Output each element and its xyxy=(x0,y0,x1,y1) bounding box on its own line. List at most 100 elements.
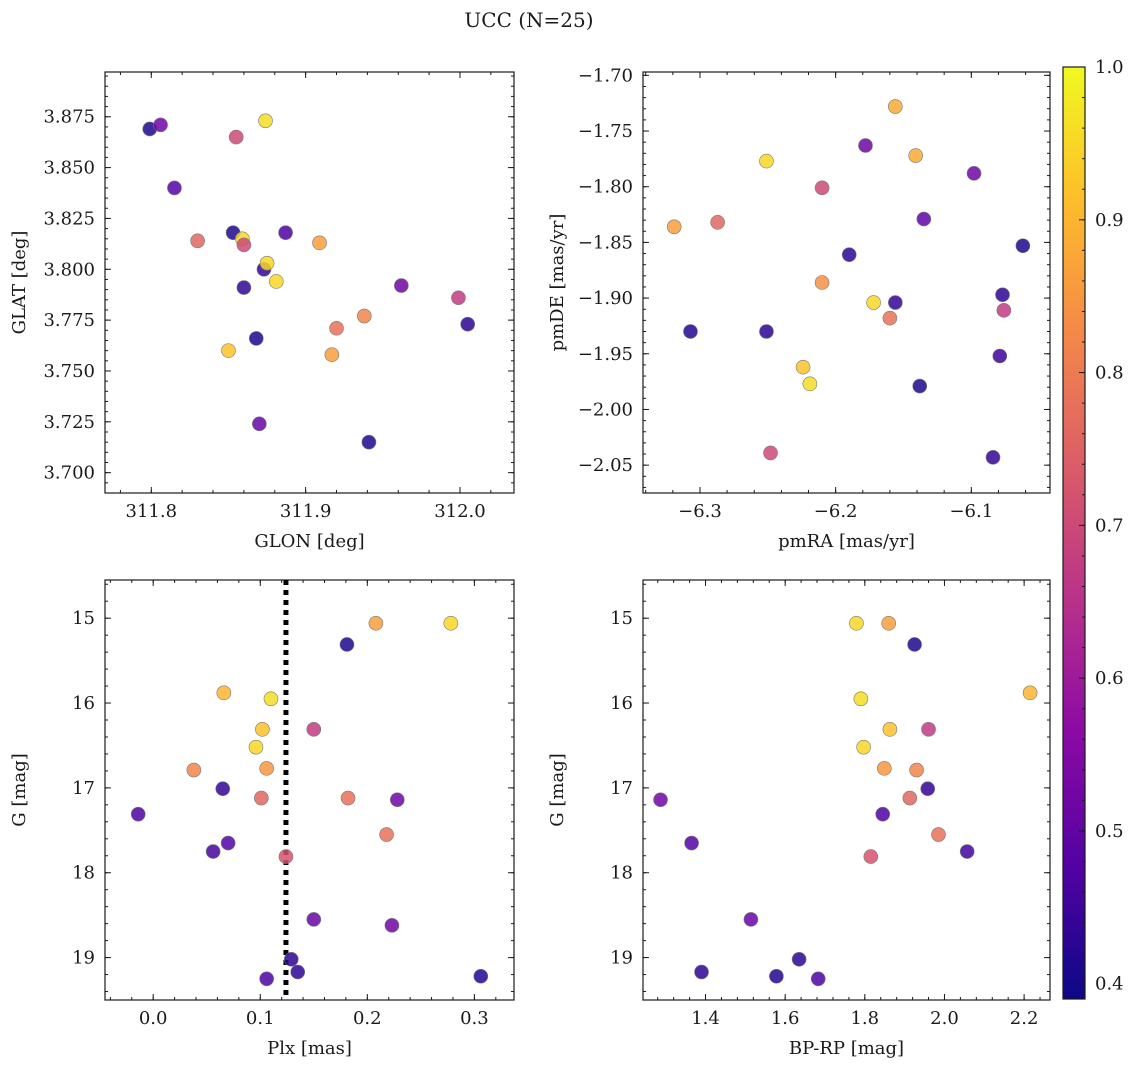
scatter-point xyxy=(255,722,270,737)
y-axis-label: GLAT [deg] xyxy=(9,231,30,335)
scatter-point xyxy=(130,806,146,822)
scatter-point xyxy=(795,359,811,375)
scatter-point xyxy=(877,761,892,776)
y-tick-label: −1.80 xyxy=(578,177,633,198)
y-axis-label: G [mag] xyxy=(9,753,30,826)
x-tick-label: 2.2 xyxy=(1010,1008,1039,1029)
x-axis-label: pmRA [mas/yr] xyxy=(778,531,915,552)
scatter-point xyxy=(853,691,869,707)
scatter-point xyxy=(269,274,284,289)
scatter-point xyxy=(252,416,267,432)
colorbar-tick-label: 0.9 xyxy=(1095,210,1124,231)
scatter-point xyxy=(912,378,928,394)
scatter-point xyxy=(379,827,394,842)
x-tick-label: −6.3 xyxy=(678,501,722,522)
x-tick-label: 1.4 xyxy=(691,1008,720,1029)
scatter-point xyxy=(190,233,205,249)
y-tick-label: −1.90 xyxy=(578,288,633,309)
x-tick-label: −6.1 xyxy=(949,501,993,522)
scatter-points xyxy=(142,113,475,450)
axes-frame xyxy=(104,579,515,1001)
scatter-points xyxy=(653,615,1038,987)
scatter-point xyxy=(909,762,924,778)
scatter-point xyxy=(881,615,897,631)
minor-ticks xyxy=(643,72,1050,493)
colorbar-tick-label: 0.4 xyxy=(1095,974,1124,995)
scatter-point xyxy=(306,912,322,927)
scatter-point xyxy=(248,739,264,755)
scatter-point xyxy=(791,951,807,967)
colorbar-tick-label: 0.6 xyxy=(1095,668,1124,689)
subplot-bprp-g: 1.4 1.6 1.8 2.0 2.2 15 16 17 18 19 BP-RP [mag] G [m… xyxy=(547,579,1051,1059)
scatter-point xyxy=(959,844,975,859)
scatter-point xyxy=(259,255,275,271)
subplot-plx-g: 0.0 0.1 0.2 0.3 15 16 17 18 19 Plx [mas] G [mag] xyxy=(9,579,515,1059)
y-tick-label: 17 xyxy=(72,778,95,799)
scatter-point xyxy=(215,781,231,797)
colorbar-tick-label: 0.8 xyxy=(1095,363,1124,384)
y-tick-label: 3.775 xyxy=(43,310,95,331)
y-axis-label: G [mag] xyxy=(547,753,568,826)
scatter-point xyxy=(236,280,252,295)
x-tick-label: 0.1 xyxy=(246,1008,275,1029)
scatter-point xyxy=(384,918,400,933)
axes-frame xyxy=(642,71,1051,494)
scatter-point xyxy=(916,211,932,227)
scatter-point xyxy=(759,324,774,339)
scatter-point xyxy=(340,790,356,806)
x-tick-label: 312.0 xyxy=(434,501,486,522)
scatter-point xyxy=(802,376,818,392)
x-tick-label: 0.2 xyxy=(353,1008,382,1029)
scatter-point xyxy=(888,99,903,114)
y-tick-label: −1.85 xyxy=(578,232,633,253)
y-tick-label: −1.95 xyxy=(578,344,633,365)
scatter-point xyxy=(653,792,668,808)
y-tick-label: −1.70 xyxy=(578,65,633,86)
scatter-point xyxy=(759,153,774,169)
scatter-point xyxy=(312,235,327,251)
scatter-point xyxy=(888,295,903,310)
scatter-point xyxy=(763,445,778,461)
x-tick-label: 1.8 xyxy=(850,1008,879,1029)
scatter-point xyxy=(907,637,922,652)
scatter-point xyxy=(985,450,1001,465)
scatter-point xyxy=(254,790,269,806)
scatter-point xyxy=(356,308,372,324)
scatter-point xyxy=(921,722,936,737)
y-tick-label: −2.00 xyxy=(578,399,633,420)
subplot-pmra-pmde: −6.3 −6.2 −6.1 −2.05 −2.00 −1.95 −1.90 −1.85 −1.… xyxy=(547,65,1051,552)
scatter-point xyxy=(186,762,202,778)
colorbar-tick-label: 1.0 xyxy=(1095,57,1124,78)
scatter-point xyxy=(849,615,864,631)
scatter-point xyxy=(902,790,918,806)
scatter-point xyxy=(882,722,898,737)
scatter-point xyxy=(339,637,355,652)
colorbar: 0.4 0.5 0.6 0.7 0.8 0.9 1.0 xyxy=(1062,57,1124,1000)
scatter-point xyxy=(259,971,274,987)
y-tick-label: 3.700 xyxy=(43,463,95,484)
x-tick-label: −6.2 xyxy=(814,501,858,522)
scatter-points xyxy=(130,615,489,987)
y-tick-label: 16 xyxy=(72,693,95,714)
scatter-point xyxy=(996,303,1012,318)
y-tick-label: 16 xyxy=(610,693,633,714)
scatter-point xyxy=(258,113,273,129)
scatter-point xyxy=(1015,238,1031,254)
scatter-point xyxy=(324,347,340,363)
scatter-point xyxy=(329,320,344,336)
y-tick-label: 3.825 xyxy=(43,208,95,229)
scatter-point xyxy=(875,806,891,822)
x-axis-label: Plx [mas] xyxy=(267,1038,352,1059)
x-axis-label: GLON [deg] xyxy=(254,531,364,552)
scatter-point xyxy=(153,117,168,133)
y-tick-label: 3.725 xyxy=(43,412,95,433)
axes-frame xyxy=(104,71,515,494)
scatter-point xyxy=(361,434,377,450)
scatter-point xyxy=(908,148,923,163)
x-tick-label: 311.9 xyxy=(280,501,332,522)
scatter-point xyxy=(841,247,857,262)
scatter-point xyxy=(666,219,682,235)
x-axis-label: BP-RP [mag] xyxy=(789,1038,904,1059)
x-tick-label: 1.6 xyxy=(771,1008,800,1029)
